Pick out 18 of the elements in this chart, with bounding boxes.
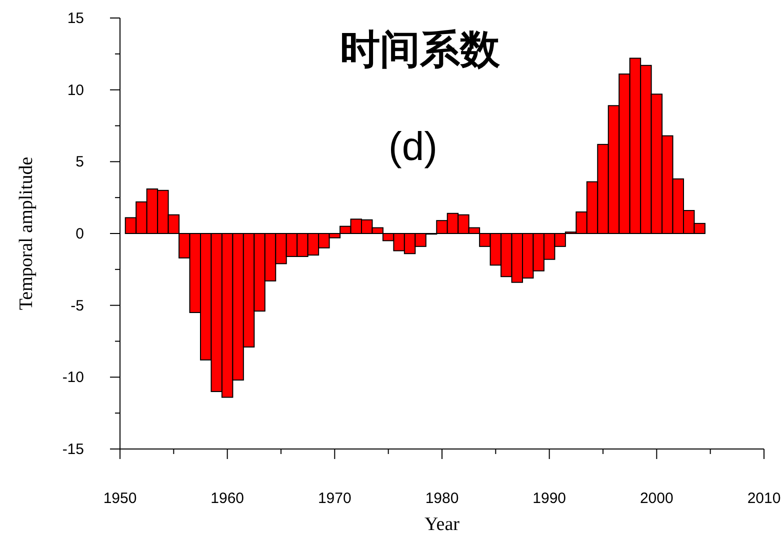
chart-title: 时间系数 <box>340 27 501 73</box>
y-tick-label: 15 <box>67 10 84 27</box>
y-tick-label: -10 <box>62 369 84 386</box>
x-tick-label: 1970 <box>318 490 352 507</box>
x-tick-label: 2010 <box>747 490 781 507</box>
x-axis-title: Year <box>424 514 460 535</box>
x-tick-label: 1960 <box>210 490 244 507</box>
y-tick-label: 0 <box>76 226 84 242</box>
x-tick-label: 2000 <box>640 490 674 507</box>
x-tick-label: 1990 <box>532 490 566 507</box>
text: (d) <box>388 125 438 169</box>
y-tick-label: 10 <box>67 82 84 99</box>
y-axis-title: Temporal amplitude <box>16 156 37 310</box>
y-tick-label: -15 <box>62 441 84 458</box>
y-tick-label: 5 <box>76 154 84 171</box>
x-tick-label: 1950 <box>103 490 137 507</box>
y-tick-label: -5 <box>70 297 84 314</box>
x-tick-label: 1980 <box>425 490 459 507</box>
